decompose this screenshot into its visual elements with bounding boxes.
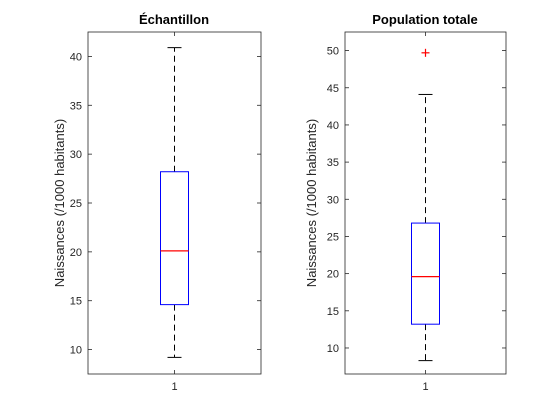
y-tick-label: 40 [70, 51, 82, 63]
y-tick-label: 20 [327, 269, 339, 281]
y-tick-label: 35 [327, 157, 339, 169]
plot-panel-population-totale: Population totale Naissances (/1000 habi… [304, 12, 507, 393]
y-tick-label: 15 [327, 306, 339, 318]
y-tick-label: 25 [327, 231, 339, 243]
y-tick-label: 30 [70, 149, 82, 161]
plot-title: Échantillon [139, 12, 209, 27]
y-axis-label: Naissances (/1000 habitants) [304, 119, 319, 287]
y-tick-label: 30 [327, 194, 339, 206]
y-tick-label: 50 [327, 46, 339, 58]
y-tick-label: 45 [327, 83, 339, 95]
y-tick-label: 20 [70, 247, 82, 259]
y-tick-label: 10 [70, 345, 82, 357]
y-tick-label: 10 [327, 343, 339, 355]
y-tick-label: 40 [327, 120, 339, 132]
y-tick-label: 15 [70, 296, 82, 308]
y-axis-label: Naissances (/1000 habitants) [52, 119, 67, 287]
y-tick-label: 25 [70, 198, 82, 210]
box-iqr [160, 171, 189, 306]
outlier-marker [421, 48, 430, 57]
plot-area: 10 15 20 25 30 35 40 1 [70, 31, 262, 393]
plot-title: Population totale [372, 12, 477, 27]
plot-area: 10 15 20 25 30 35 40 45 50 1 [327, 31, 507, 393]
plot-panel-echantillon: Échantillon Naissances (/1000 habitants)… [52, 12, 262, 393]
x-tick-label: 1 [171, 381, 177, 393]
y-tick-label: 35 [70, 100, 82, 112]
x-tick-label: 1 [422, 381, 428, 393]
box-iqr [411, 222, 440, 325]
